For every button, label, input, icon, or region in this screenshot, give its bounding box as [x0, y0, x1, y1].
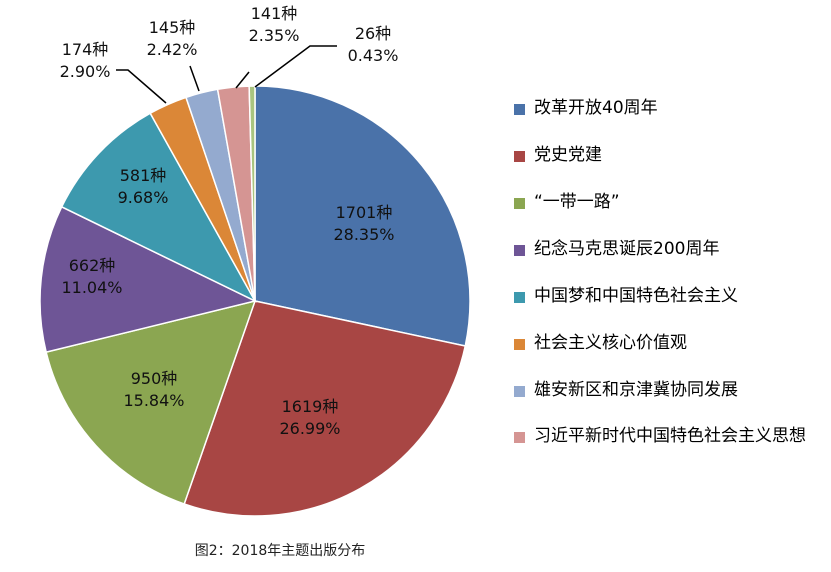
legend-swatch-2	[514, 198, 525, 209]
data-label-count-0: 1701种	[336, 203, 393, 222]
data-label-count-6: 145种	[149, 18, 196, 37]
data-label-percent-4: 9.68%	[118, 188, 169, 207]
chart-caption: 图2：2018年主题出版分布	[194, 543, 366, 559]
legend-swatch-7	[514, 432, 525, 443]
data-label-percent-0: 28.35%	[333, 225, 394, 244]
legend-label-6: 雄安新区和京津冀协同发展	[534, 380, 738, 400]
data-labels: 1701种 28.35% 1619种 26.99% 950种 15.84% 662种 11.0…	[60, 4, 399, 438]
data-label-count-7: 141种	[251, 4, 298, 23]
legend-label-0: 改革开放40周年	[534, 98, 658, 118]
pie-slices	[39, 85, 471, 517]
legend-swatch-3	[514, 245, 525, 256]
pie-slice-4	[60, 112, 257, 303]
data-label-percent-6: 2.42%	[147, 40, 198, 59]
data-label-count-8: 26种	[355, 24, 391, 43]
pie-slice-2	[45, 299, 257, 505]
data-label-percent-2: 15.84%	[123, 391, 184, 410]
leader-line-8	[254, 45, 337, 88]
data-label-percent-7: 2.35%	[249, 26, 300, 45]
legend-label-1: 党史党建	[534, 145, 602, 165]
legend-label-5: 社会主义核心价值观	[534, 333, 687, 353]
leader-line-7	[235, 71, 250, 89]
legend-label-7: 习近平新时代中国特色社会主义思想	[534, 426, 806, 446]
data-label-count-5: 174种	[62, 40, 109, 59]
leader-line-5	[116, 69, 167, 104]
data-label-percent-1: 26.99%	[279, 419, 340, 438]
pie-slice-0	[254, 85, 471, 347]
data-label-count-2: 950种	[131, 369, 178, 388]
label-leader-lines	[116, 45, 337, 104]
pie-slice-8	[248, 85, 256, 302]
pie-slice-1	[183, 300, 467, 517]
legend-swatch-0	[514, 104, 525, 115]
data-label-count-3: 662种	[69, 256, 116, 275]
data-label-percent-5: 2.90%	[60, 62, 111, 81]
leader-line-6	[189, 65, 200, 92]
data-label-percent-3: 11.04%	[61, 278, 122, 297]
pie-slice-3	[39, 205, 258, 354]
data-label-percent-8: 0.43%	[348, 46, 399, 65]
legend-swatch-1	[514, 151, 525, 162]
legend-label-3: 纪念马克思诞辰200周年	[534, 239, 720, 259]
legend-swatch-5	[514, 339, 525, 350]
legend-swatch-4	[514, 292, 525, 303]
data-label-count-4: 581种	[120, 166, 167, 185]
data-label-count-1: 1619种	[282, 397, 339, 416]
legend-swatch-6	[514, 386, 525, 397]
legend-label-2: “一带一路”	[534, 192, 620, 212]
legend-label-4: 中国梦和中国特色社会主义	[534, 286, 738, 306]
